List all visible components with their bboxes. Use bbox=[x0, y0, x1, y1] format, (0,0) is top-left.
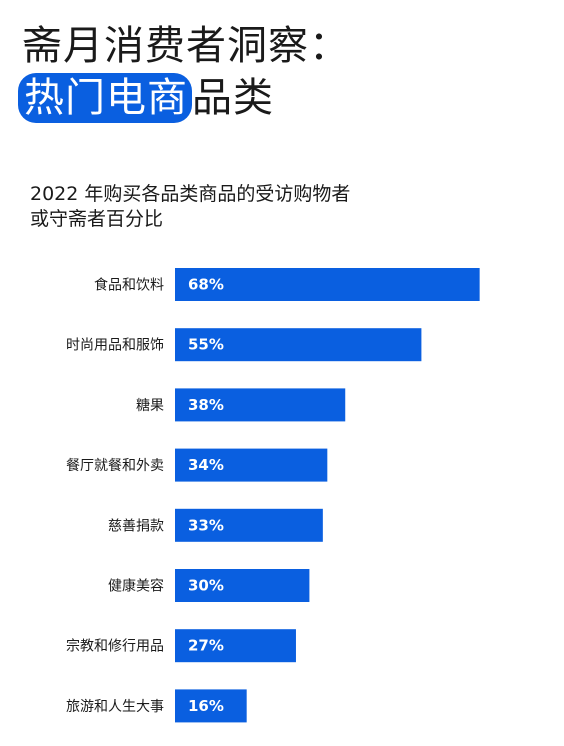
category-label: 宗教和修行用品 bbox=[66, 639, 164, 655]
bar bbox=[175, 388, 346, 422]
chart-subtitle-line-1: 2022 年购买各品类商品的受访购物者 bbox=[30, 183, 351, 205]
chart-subtitle: 2022 年购买各品类商品的受访购物者 或守斋者百分比 bbox=[30, 182, 350, 232]
bar bbox=[175, 689, 247, 723]
data-label: 16% bbox=[188, 697, 224, 715]
data-label: 34% bbox=[188, 456, 224, 474]
category-label: 食品和饮料 bbox=[94, 277, 164, 294]
data-label: 33% bbox=[188, 516, 224, 534]
title-line-1: 斋月消费者洞察： bbox=[22, 23, 350, 69]
data-label: 68% bbox=[188, 276, 224, 294]
bar bbox=[175, 569, 310, 602]
category-label: 餐厅就餐和外卖 bbox=[66, 458, 164, 474]
title-highlight: 热门电商 bbox=[18, 73, 192, 123]
bar bbox=[175, 268, 480, 301]
chart-subtitle-line-2: 或守斋者百分比 bbox=[30, 208, 164, 230]
bar-row: 慈善捐款 33% bbox=[108, 508, 323, 542]
data-label: 27% bbox=[188, 637, 224, 655]
data-label: 38% bbox=[188, 396, 224, 414]
bar bbox=[175, 508, 323, 542]
bar-row: 宗教和修行用品 27% bbox=[66, 629, 296, 663]
bar-row: 健康美容 30% bbox=[108, 569, 310, 602]
bar bbox=[175, 448, 328, 482]
bar-row: 糖果 38% bbox=[136, 388, 346, 422]
bar-row: 食品和饮料 68% bbox=[94, 268, 480, 301]
bar-row: 餐厅就餐和外卖 34% bbox=[66, 448, 328, 482]
title-rest: 品类 bbox=[192, 75, 274, 121]
category-label: 慈善捐款 bbox=[108, 518, 164, 534]
category-label: 旅游和人生大事 bbox=[66, 699, 164, 715]
category-label: 健康美容 bbox=[108, 578, 164, 595]
bar-row: 旅游和人生大事 16% bbox=[66, 689, 247, 723]
title-line-2: 热门电商 品类 bbox=[18, 72, 350, 124]
bar bbox=[175, 328, 422, 362]
data-label: 30% bbox=[188, 577, 224, 595]
bar bbox=[175, 629, 296, 663]
category-label: 糖果 bbox=[136, 398, 164, 414]
page-title: 斋月消费者洞察： 热门电商 品类 bbox=[18, 20, 350, 124]
bar-row: 时尚用品和服饰 55% bbox=[66, 328, 422, 362]
data-label: 55% bbox=[188, 336, 224, 354]
bar-chart: 食品和饮料 68% 时尚用品和服饰 55% 糖果 38% 餐厅就餐和外卖 34% 慈善捐款 33%… bbox=[66, 268, 480, 723]
category-label: 时尚用品和服饰 bbox=[66, 338, 164, 354]
